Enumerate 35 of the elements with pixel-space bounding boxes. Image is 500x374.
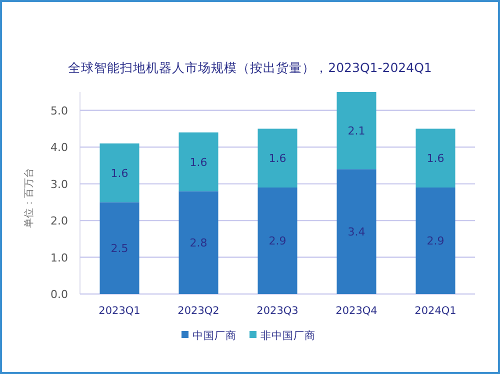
bar — [258, 128, 298, 188]
legend-label: 中国厂商 — [192, 329, 236, 342]
bar — [416, 187, 456, 294]
data-label: 1.6 — [426, 152, 444, 166]
y-tick-label: 1.0 — [50, 251, 68, 264]
x-tick-label: 2023Q1 — [98, 305, 140, 317]
y-tick-label: 2.0 — [50, 214, 68, 228]
x-tick-label: 2023Q2 — [178, 305, 220, 317]
x-tick-label: 2023Q4 — [336, 305, 378, 317]
x-tick-label: 2023Q3 — [256, 305, 298, 317]
bar — [336, 92, 376, 170]
data-label: 1.6 — [268, 152, 286, 166]
data-label: 2.9 — [268, 234, 286, 248]
bar — [100, 202, 140, 294]
data-label: 2.5 — [110, 242, 128, 256]
y-axis-title: 单位：百万台 — [23, 168, 35, 228]
bar — [178, 132, 218, 192]
data-label: 2.1 — [348, 124, 366, 138]
y-tick-label: 3.0 — [50, 178, 68, 191]
y-tick-label: 0.0 — [50, 288, 68, 301]
bar — [336, 169, 376, 294]
y-tick-label: 4.0 — [50, 141, 68, 154]
bar — [178, 191, 218, 294]
data-label: 2.8 — [190, 236, 208, 250]
bar — [416, 128, 456, 188]
chart-title: 全球智能扫地机器人市场规模（按出货量），2023Q1-2024Q1 — [68, 60, 432, 75]
y-tick-label: 5.0 — [50, 104, 68, 118]
data-label: 1.6 — [190, 156, 208, 169]
bar — [100, 143, 140, 202]
bar — [258, 187, 298, 294]
data-label: 3.4 — [348, 226, 366, 239]
data-label: 1.6 — [110, 166, 128, 180]
legend-label: 非中国厂商 — [260, 329, 316, 342]
x-tick-label: 2024Q1 — [414, 305, 456, 317]
data-label: 2.9 — [426, 234, 444, 248]
